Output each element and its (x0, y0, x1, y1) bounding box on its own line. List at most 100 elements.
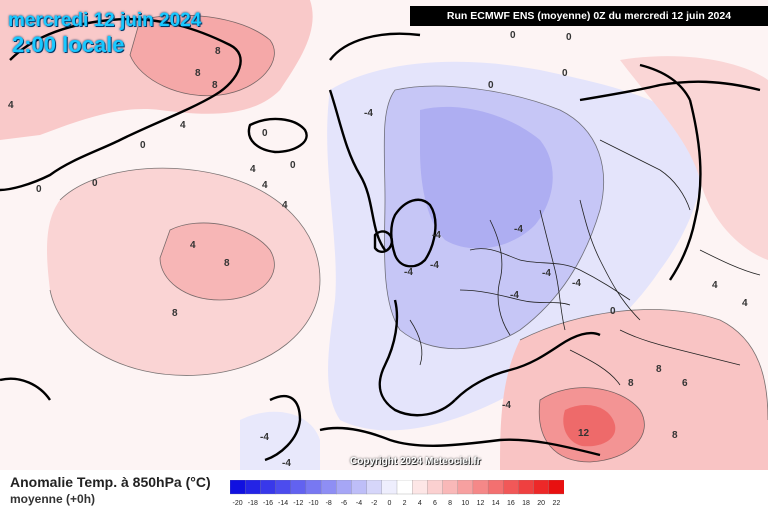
color-scale-swatch (230, 480, 246, 495)
contour-label: 0 (488, 80, 494, 91)
color-scale-tick: 12 (476, 500, 485, 507)
contour-label: 8 (172, 308, 178, 319)
coastlines (0, 12, 761, 462)
model-run-banner: Run ECMWF ENS (moyenne) 0Z du mercredi 1… (410, 6, 768, 26)
color-scale-swatch (442, 480, 459, 495)
forecast-time: 2:00 locale (12, 32, 125, 57)
color-scale-swatch (351, 480, 368, 495)
contour-label: -4 (282, 458, 291, 469)
warm-anomaly-atlantic-core (160, 222, 275, 300)
warm-anomaly-greenland-core (130, 15, 275, 96)
color-scale-swatch (275, 480, 292, 495)
color-scale-tick: 22 (552, 500, 561, 507)
contour-label: -4 (572, 278, 581, 289)
contour-label: 8 (212, 80, 218, 91)
contour-value-labels: 8 8 8 0 0 0 0 0 4 4 4 4 4 4 8 8 -4 -4 -4… (8, 30, 748, 469)
cold-anomaly-europe-deep (420, 106, 553, 249)
color-scale-tick: -6 (340, 500, 347, 507)
contour-label: 8 (224, 258, 230, 269)
color-scale-tick: -16 (262, 500, 274, 507)
color-scale-tick: -8 (325, 500, 332, 507)
contour-label: 0 (262, 128, 268, 139)
contour-label: 4 (250, 164, 256, 175)
contour-label: -4 (364, 108, 373, 119)
contour-label: -4 (432, 230, 441, 241)
contour-label: 4 (282, 200, 288, 211)
contour-label: 8 (195, 68, 201, 79)
warm-anomaly-east-med-peak (563, 405, 616, 447)
color-scale-tick: 16 (506, 500, 515, 507)
color-scale-swatch (472, 480, 489, 495)
color-scale-tick: -20 (232, 500, 243, 507)
color-scale-swatch (381, 480, 398, 495)
color-scale-tick: 14 (491, 500, 500, 507)
color-scale-swatch (396, 480, 413, 495)
contour-label: 8 (672, 430, 678, 441)
contour-label: -4 (502, 400, 511, 411)
temperature-anomaly-map: 8 8 8 0 0 0 0 0 4 4 4 4 4 4 8 8 -4 -4 -4… (0, 0, 768, 470)
contour-label: 0 (290, 160, 296, 171)
forecast-date: mercredi 12 juin 2024 (8, 10, 202, 31)
contour-label: -4 (404, 267, 413, 278)
variable-title: Anomalie Temp. à 850hPa (°C) (10, 474, 211, 490)
contour-label: 4 (712, 280, 718, 291)
contour-label: 0 (610, 306, 616, 317)
contour-label: 8 (628, 378, 634, 389)
color-scale-tick: 8 (448, 500, 453, 507)
color-scale-tick: 4 (417, 500, 422, 507)
contour-label: 4 (180, 120, 186, 131)
color-scale-swatch (487, 480, 504, 495)
contour-label: -4 (430, 260, 439, 271)
color-scale-tick: -14 (278, 500, 289, 507)
color-scale-tick: -10 (308, 500, 319, 507)
color-scale-swatch (503, 480, 520, 495)
contour-lines (49, 14, 768, 463)
color-scale-swatch (548, 480, 564, 495)
copyright-notice: Copyright 2024 Meteociel.fr (350, 456, 481, 467)
color-scale-tick: 18 (522, 500, 530, 507)
contour-label: 4 (190, 240, 196, 251)
contour-label: 4 (8, 100, 14, 111)
color-scale-tick: 10 (461, 500, 470, 507)
color-scale-swatch (412, 480, 429, 495)
contour-label: 8 (215, 46, 221, 57)
contour-label: -4 (510, 290, 519, 301)
color-scale-tick: -12 (293, 500, 304, 507)
country-borders (409, 139, 761, 386)
color-scale-swatch (518, 480, 535, 495)
contour-label: 0 (566, 32, 572, 43)
color-scale-swatch (245, 480, 262, 495)
color-scale-swatch (533, 480, 550, 495)
contour-label: -4 (260, 432, 269, 443)
contour-label: 0 (562, 68, 568, 79)
warm-anomaly-northeast (620, 56, 768, 260)
contour-label: 0 (92, 178, 98, 189)
color-scale-swatch (305, 480, 322, 495)
contour-label: 8 (656, 364, 662, 375)
color-scale-swatch (427, 480, 444, 495)
contour-label: 0 (140, 140, 146, 151)
color-scale-swatch (336, 480, 353, 495)
variable-subtitle: moyenne (+0h) (10, 492, 96, 506)
contour-label: -4 (542, 268, 551, 279)
color-scale-tick: 20 (537, 500, 546, 507)
color-scale-tick: 2 (402, 500, 407, 507)
contour-label: 4 (742, 298, 748, 309)
contour-label: 6 (682, 378, 688, 389)
color-scale-tick: -2 (371, 500, 378, 507)
color-scale-swatch (366, 480, 383, 495)
color-scale-swatch (320, 480, 337, 495)
color-scale-swatch (260, 480, 277, 495)
color-scale-tick: -18 (247, 500, 258, 507)
contour-label: 0 (510, 30, 516, 41)
color-scale-bar (230, 480, 564, 495)
color-scale-tick: 6 (433, 500, 437, 507)
contour-label: 4 (262, 180, 268, 191)
color-scale-tick: 0 (387, 500, 392, 507)
color-scale-swatch (457, 480, 474, 495)
contour-label: -4 (514, 224, 523, 235)
contour-label: 12 (578, 428, 590, 439)
color-scale-swatch (290, 480, 307, 495)
color-scale-tick: -4 (355, 500, 363, 507)
